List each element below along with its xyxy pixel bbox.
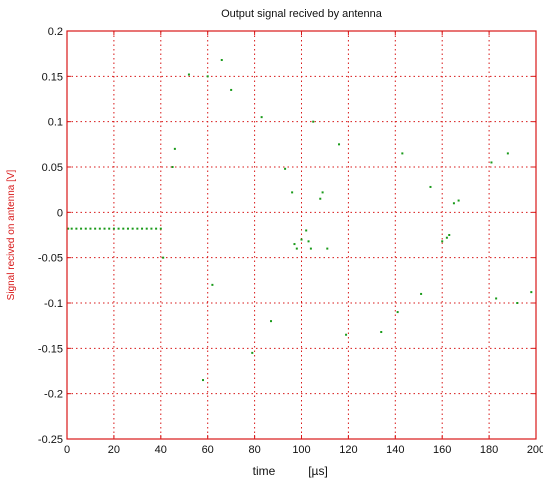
data-point [270, 320, 273, 323]
data-point [251, 351, 254, 354]
grid-lines [67, 31, 536, 439]
data-point [396, 311, 399, 314]
y-tick-label: 0.05 [42, 162, 63, 174]
data-point [420, 292, 423, 295]
x-axis-unit: [µs] [308, 464, 328, 478]
data-point [305, 229, 308, 232]
data-point [401, 152, 404, 155]
data-point [159, 227, 162, 230]
data-point [321, 191, 324, 194]
data-point [307, 240, 310, 243]
data-point [445, 236, 448, 239]
data-point [338, 143, 341, 146]
y-tick-label: 0.2 [48, 26, 63, 38]
x-tick-label: 120 [339, 444, 357, 456]
x-tick-label: 20 [108, 444, 120, 456]
data-point [145, 227, 148, 230]
data-point [206, 75, 209, 78]
data-point [117, 227, 120, 230]
x-tick-label: 180 [480, 444, 498, 456]
data-point [103, 227, 106, 230]
data-point [220, 59, 223, 62]
x-tick-label: 160 [433, 444, 451, 456]
data-point [429, 185, 432, 188]
x-tick-label: 40 [155, 444, 167, 456]
data-point [98, 227, 101, 230]
data-point [490, 161, 493, 164]
y-axis-ticks: 0.2 0.15 0.1 0.05 0 -0.05 -0.1 -0.15 -0.2 -0.25 [38, 26, 536, 446]
data-point [89, 227, 92, 230]
x-tick-label: 80 [248, 444, 260, 456]
y-tick-label: 0 [57, 207, 63, 219]
data-point [187, 73, 190, 76]
data-point [516, 302, 519, 304]
y-tick-label: -0.05 [38, 253, 63, 265]
data-point [309, 247, 312, 250]
y-tick-label: -0.15 [38, 343, 63, 355]
data-point [162, 256, 165, 259]
data-point [345, 333, 348, 336]
data-point [260, 116, 263, 119]
data-point [284, 167, 287, 170]
data-point [312, 120, 315, 123]
data-point [70, 227, 73, 230]
data-point [295, 247, 298, 250]
data-point [136, 227, 139, 230]
data-point [75, 227, 78, 230]
y-tick-label: 0.1 [48, 117, 63, 129]
data-point [126, 227, 129, 230]
data-points [67, 59, 533, 382]
data-point [80, 227, 83, 230]
y-tick-label: -0.1 [44, 298, 63, 310]
y-tick-label: 0.15 [42, 71, 63, 83]
data-point [441, 240, 444, 243]
y-axis-label: Signal recived on antenna [V] [6, 169, 17, 300]
data-point [141, 227, 144, 230]
data-point [530, 291, 533, 294]
data-point [452, 202, 455, 205]
data-point [380, 331, 383, 334]
data-point [94, 227, 97, 230]
x-tick-label: 100 [292, 444, 310, 456]
data-point [211, 283, 214, 286]
data-point [84, 227, 87, 230]
data-point [457, 199, 460, 202]
data-point [506, 152, 509, 155]
data-point [108, 227, 111, 230]
y-tick-label: -0.25 [38, 434, 63, 446]
x-tick-label: 0 [64, 444, 70, 456]
data-point [202, 379, 205, 382]
data-point [122, 227, 125, 230]
data-point [131, 227, 134, 230]
data-point [112, 227, 115, 230]
data-point [326, 247, 329, 250]
data-point [171, 166, 174, 168]
chart-title: Output signal recived by antenna [221, 8, 383, 20]
data-point [67, 227, 70, 230]
data-point [150, 227, 153, 230]
data-point [448, 234, 451, 236]
x-tick-label: 140 [386, 444, 404, 456]
data-point [319, 197, 322, 200]
y-tick-label: -0.2 [44, 389, 63, 401]
data-point [230, 88, 233, 91]
data-point [291, 191, 294, 194]
x-axis-ticks: 0 20 40 60 80 100 120 140 160 180 200 [64, 31, 543, 456]
data-point [173, 147, 176, 150]
x-tick-label: 60 [202, 444, 214, 456]
x-axis-label: time [253, 464, 276, 478]
data-point [155, 227, 158, 230]
data-point [495, 297, 498, 300]
x-tick-label: 200 [527, 444, 543, 456]
data-point [293, 243, 296, 246]
data-point [300, 238, 303, 241]
